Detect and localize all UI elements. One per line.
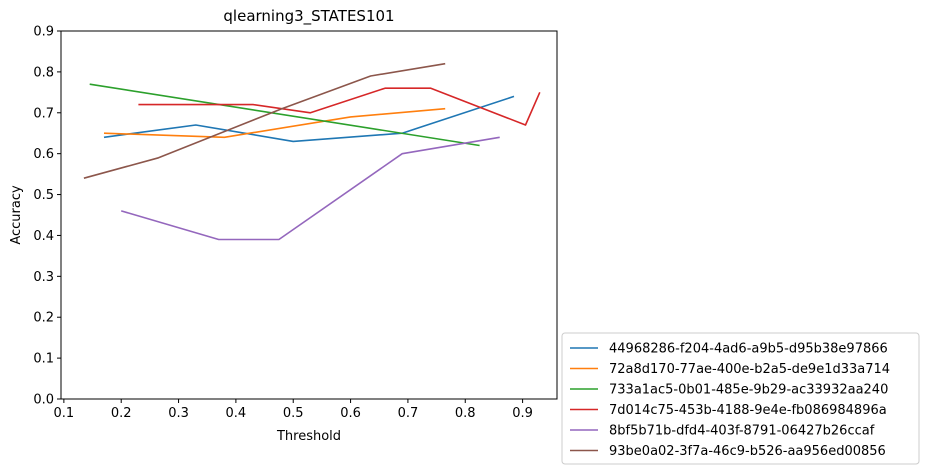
legend-label-1: 44968286-f204-4ad6-a9b5-d95b38e97866 [609, 342, 888, 357]
y-tick-label: 0.5 [33, 188, 54, 203]
x-tick-label: 0.5 [283, 406, 304, 421]
y-tick-label: 0.3 [33, 270, 54, 285]
y-tick-label: 0.7 [33, 106, 54, 121]
series-line-4 [138, 87, 541, 126]
series-line-2 [103, 107, 446, 139]
series-line-3 [89, 83, 480, 147]
plot-frame [60, 30, 558, 400]
series-line-1 [103, 95, 515, 143]
y-tick-label: 0.0 [33, 393, 54, 408]
x-tick-label: 0.3 [168, 406, 189, 421]
y-tick-label: 0.6 [33, 147, 54, 162]
x-tick-label: 0.9 [512, 406, 533, 421]
x-axis-label: Threshold [276, 429, 341, 444]
legend-label-4: 7d014c75-453b-4188-9e4e-fb086984896a [609, 403, 887, 418]
y-axis-label: Accuracy [9, 185, 24, 245]
x-tick-label: 0.6 [340, 406, 361, 421]
legend-label-6: 93be0a02-3f7a-46c9-b526-aa956ed00856 [609, 444, 886, 459]
x-tick-label: 0.8 [455, 406, 476, 421]
x-tick-label: 0.2 [111, 406, 132, 421]
y-tick-label: 0.2 [33, 311, 54, 326]
legend-label-5: 8bf5b71b-dfd4-403f-8791-06427b26ccaf [609, 424, 875, 439]
chart-title: qlearning3_STATES101 [223, 7, 394, 26]
x-axis: 0.1 0.2 0.3 0.4 0.5 0.6 0.7 0.8 0.9 [54, 399, 533, 421]
legend-label-3: 733a1ac5-0b01-485e-9b29-ac33932aa240 [609, 383, 888, 398]
y-axis: 0.0 0.1 0.2 0.3 0.4 0.5 0.6 0.7 0.8 0.9 [33, 25, 61, 408]
series-line-5 [120, 136, 500, 241]
y-tick-label: 0.9 [33, 25, 54, 40]
x-tick-label: 0.7 [398, 406, 419, 421]
x-tick-label: 0.1 [54, 406, 75, 421]
y-tick-label: 0.4 [33, 229, 54, 244]
legend: 44968286-f204-4ad6-a9b5-d95b38e97866 72a8… [561, 332, 920, 465]
legend-frame [561, 332, 920, 465]
series-layer [83, 62, 541, 241]
legend-label-2: 72a8d170-77ae-400e-b2a5-de9e1d33a714 [609, 362, 890, 377]
y-tick-label: 0.1 [33, 352, 54, 367]
y-tick-label: 0.8 [33, 65, 54, 80]
x-tick-label: 0.4 [226, 406, 247, 421]
series-line-6 [83, 62, 446, 179]
